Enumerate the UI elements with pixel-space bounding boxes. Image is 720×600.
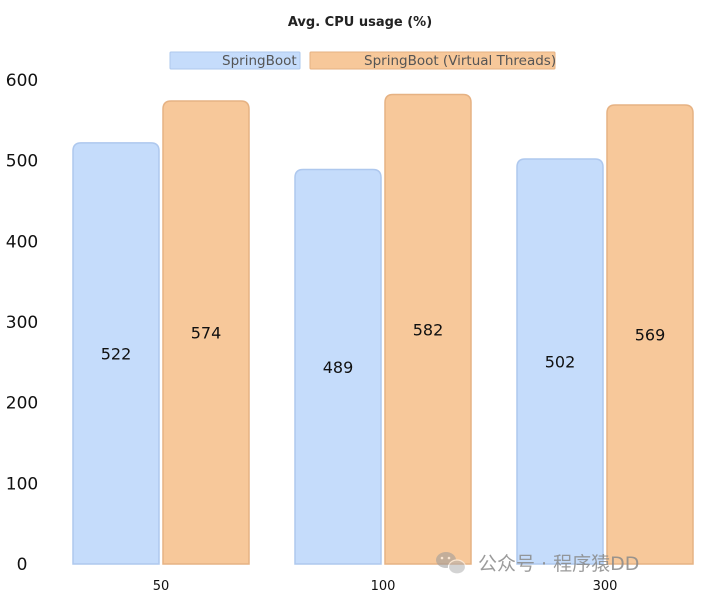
- legend: SpringBoot SpringBoot (Virtual Threads): [169, 51, 556, 70]
- y-tick-label-100: 100: [6, 474, 38, 494]
- bar-springboot-50: [72, 142, 160, 565]
- y-tick-label-200: 200: [6, 394, 38, 414]
- bar-springboot-virtual-threads-50: [162, 100, 250, 565]
- legend-label-virtual-threads: SpringBoot (Virtual Threads): [364, 53, 556, 69]
- legend-label-springboot: SpringBoot: [222, 53, 297, 69]
- watermark: 公众号 · 程序猿DD: [436, 552, 639, 575]
- x-tick-label-50: 50: [153, 579, 170, 594]
- bar-springboot-virtual-threads-300: [606, 104, 694, 565]
- y-tick-label-300: 300: [6, 313, 38, 333]
- y-axis: 0 100 200 300 400 500 600: [6, 71, 38, 575]
- chart-title: Avg. CPU usage (%): [288, 15, 432, 30]
- data-label-springboot-virtual-threads-300: 569: [635, 326, 666, 345]
- y-tick-label-400: 400: [6, 232, 38, 252]
- legend-swatch-springboot: [169, 51, 301, 70]
- wechat-icon: [436, 552, 467, 575]
- bar-springboot-virtual-threads-100: [384, 93, 472, 565]
- x-tick-label-100: 100: [371, 579, 396, 594]
- legend-swatch-virtual-threads: [309, 51, 556, 70]
- bars: 522 574 489 582 502 569: [72, 93, 694, 565]
- y-tick-label-600: 600: [6, 71, 38, 91]
- bar-springboot-300: [516, 158, 604, 565]
- data-label-springboot-300: 502: [545, 353, 576, 372]
- x-tick-label-300: 300: [593, 579, 618, 594]
- data-label-springboot-50: 522: [101, 344, 132, 363]
- y-tick-label-0: 0: [17, 555, 28, 575]
- data-label-springboot-virtual-threads-100: 582: [413, 320, 444, 339]
- y-tick-label-500: 500: [6, 152, 38, 172]
- watermark-text: 公众号 · 程序猿DD: [478, 553, 639, 575]
- data-label-springboot-100: 489: [323, 358, 354, 377]
- bar-springboot-100: [294, 168, 382, 565]
- x-axis: 50 100 300: [153, 579, 618, 594]
- data-label-springboot-virtual-threads-50: 574: [191, 323, 222, 342]
